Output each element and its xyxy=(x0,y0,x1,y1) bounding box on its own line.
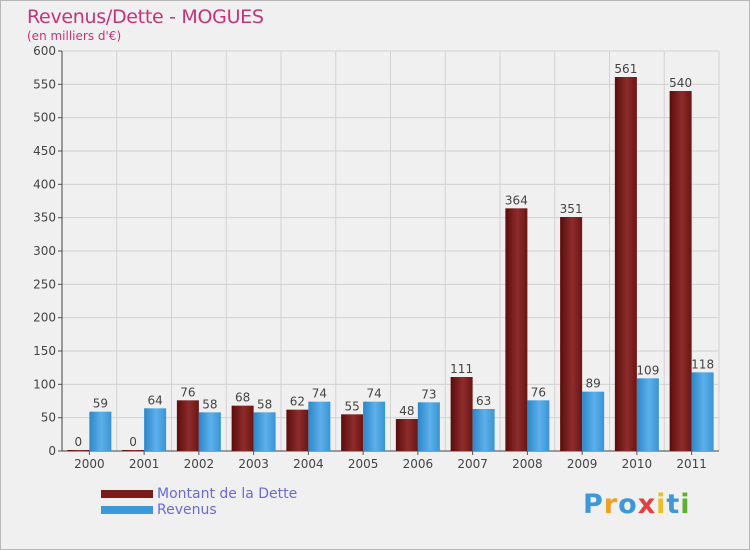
bar-dette xyxy=(286,409,309,451)
data-label: 351 xyxy=(560,202,583,216)
x-tick-label: 2011 xyxy=(676,457,707,471)
bar-revenus xyxy=(89,411,112,451)
logo-letter: i xyxy=(656,489,667,520)
data-label: 540 xyxy=(669,76,692,90)
chart-subtitle: (en milliers d'€) xyxy=(27,29,122,43)
data-label: 561 xyxy=(614,62,637,76)
data-label: 74 xyxy=(312,387,327,401)
bar-dette xyxy=(67,450,90,451)
bar-dette xyxy=(669,91,692,451)
x-tick-label: 2007 xyxy=(457,457,488,471)
data-label: 109 xyxy=(636,363,659,377)
data-label: 59 xyxy=(93,397,108,411)
x-tick-label: 2008 xyxy=(512,457,543,471)
data-label: 68 xyxy=(235,391,250,405)
bar-dette xyxy=(560,217,583,451)
data-label: 64 xyxy=(147,393,162,407)
data-label: 55 xyxy=(344,399,359,413)
y-tick-label: 350 xyxy=(33,211,56,225)
legend-label-revenus: Revenus xyxy=(157,502,217,518)
y-tick-label: 250 xyxy=(33,277,56,291)
x-tick-label: 2010 xyxy=(622,457,653,471)
bar-revenus xyxy=(417,402,440,451)
logo-letter: t xyxy=(666,489,681,520)
legend-swatch-dette xyxy=(101,490,153,498)
y-tick-label: 550 xyxy=(33,77,56,91)
bar-revenus xyxy=(691,372,714,451)
data-label: 89 xyxy=(585,377,600,391)
logo-letter: i xyxy=(680,489,691,520)
x-tick-label: 2000 xyxy=(74,457,105,471)
y-tick-label: 50 xyxy=(41,411,56,425)
x-tick-label: 2001 xyxy=(129,457,160,471)
x-tick-label: 2003 xyxy=(238,457,269,471)
bars xyxy=(67,77,714,451)
bar-revenus xyxy=(308,401,331,451)
data-label: 76 xyxy=(180,385,195,399)
bar-revenus xyxy=(363,401,386,451)
bar-revenus xyxy=(582,391,605,451)
logo-letter: x xyxy=(637,489,657,520)
data-label: 111 xyxy=(450,362,473,376)
bar-dette xyxy=(231,405,254,451)
legend-swatch-revenus xyxy=(101,506,153,514)
data-label: 58 xyxy=(202,397,217,411)
x-tick-label: 2005 xyxy=(348,457,379,471)
legend-label-dette: Montant de la Dette xyxy=(157,486,298,502)
proxiti-logo: Proxiti xyxy=(583,489,691,520)
y-tick-label: 450 xyxy=(33,144,56,158)
bar-dette xyxy=(505,208,528,451)
data-label: 63 xyxy=(476,394,491,408)
bar-dette xyxy=(395,419,418,451)
data-label: 62 xyxy=(290,395,305,409)
bar-revenus xyxy=(527,400,550,451)
bar-dette xyxy=(176,400,199,451)
x-tick-label: 2002 xyxy=(184,457,215,471)
bar-dette xyxy=(614,77,637,451)
logo-letter: r xyxy=(603,489,619,520)
data-labels: 0 59 0 64 76 58 68 58 62 74 55 74 48 73 111 63 364 76 351 8… xyxy=(75,62,715,449)
y-tick-label: 200 xyxy=(33,311,56,325)
data-label: 74 xyxy=(366,387,381,401)
y-tick-label: 400 xyxy=(33,177,56,191)
data-label: 58 xyxy=(257,397,272,411)
bar-revenus xyxy=(144,408,167,451)
y-tick-label: 0 xyxy=(48,444,56,458)
y-tick-label: 100 xyxy=(33,377,56,391)
y-tick-label: 300 xyxy=(33,244,56,258)
bar-revenus xyxy=(253,412,276,451)
x-tick-label: 2004 xyxy=(293,457,324,471)
data-label: 76 xyxy=(531,385,546,399)
x-tick-label: 2009 xyxy=(567,457,598,471)
y-tick-label: 150 xyxy=(33,344,56,358)
data-label: 48 xyxy=(399,404,414,418)
grid-lines xyxy=(62,50,720,452)
chart-title: Revenus/Dette - MOGUES xyxy=(27,6,264,28)
data-label: 118 xyxy=(691,357,714,371)
bar-revenus xyxy=(636,378,659,451)
logo-letter: o xyxy=(618,489,638,520)
data-label: 73 xyxy=(421,387,436,401)
bar-dette xyxy=(341,414,364,451)
y-tick-label: 600 xyxy=(33,44,56,58)
axes: 0501001502002503003504004505005506002000… xyxy=(33,44,719,471)
data-label: 0 xyxy=(129,435,137,449)
data-label: 0 xyxy=(75,435,83,449)
bar-revenus xyxy=(472,409,495,451)
bar-dette xyxy=(122,450,145,451)
data-label: 364 xyxy=(505,193,528,207)
logo-letter: P xyxy=(583,489,604,520)
bar-revenus xyxy=(198,412,221,451)
bar-dette xyxy=(450,377,473,451)
x-tick-label: 2006 xyxy=(403,457,434,471)
y-tick-label: 500 xyxy=(33,111,56,125)
